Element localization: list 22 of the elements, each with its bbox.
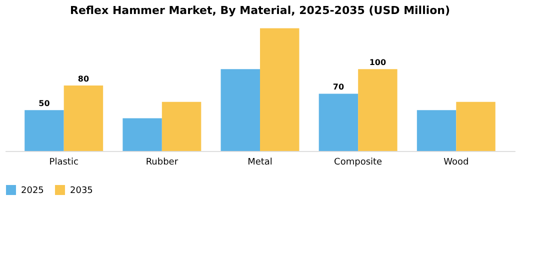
bar [416, 110, 456, 151]
bar [318, 94, 358, 151]
legend-label: 2025 [21, 186, 44, 196]
legend-label: 2035 [70, 186, 93, 196]
bar [122, 118, 162, 151]
bar [358, 69, 398, 151]
bar [220, 69, 260, 151]
x-tick-label: Plastic [49, 158, 78, 168]
chart-title: Reflex Hammer Market, By Material, 2025-2035 (USD Million) [70, 4, 450, 17]
bar [64, 86, 104, 151]
data-label: 80 [78, 74, 90, 84]
data-label: 50 [38, 99, 50, 108]
x-tick-label: Composite [334, 158, 383, 168]
data-label: 100 [369, 58, 386, 68]
bar [24, 110, 64, 151]
bar [260, 28, 300, 151]
x-tick-label: Wood [444, 158, 469, 168]
x-tick-label: Rubber [146, 158, 178, 168]
bar [162, 102, 202, 151]
x-tick-label: Metal [248, 158, 272, 168]
data-label: 70 [332, 82, 344, 92]
bar [456, 102, 496, 151]
